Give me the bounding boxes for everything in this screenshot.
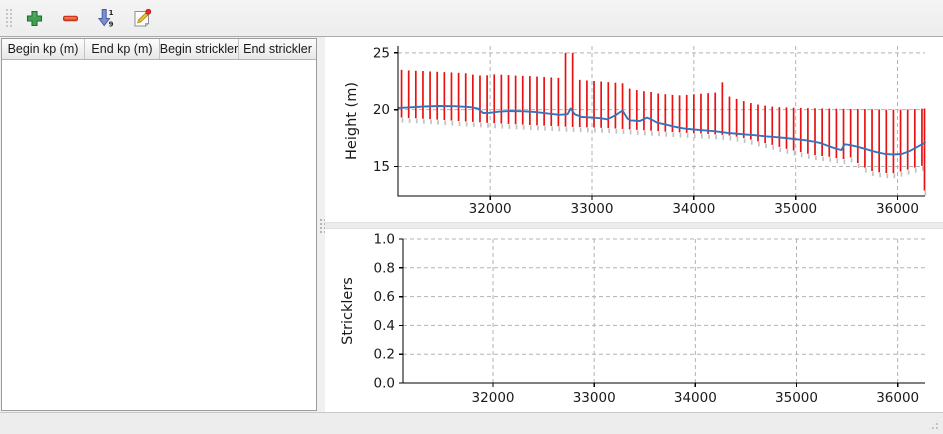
svg-text:32000: 32000 [472,390,515,406]
svg-text:Height (m): Height (m) [344,82,360,160]
svg-text:1: 1 [109,9,114,17]
panel-splitter-handle[interactable] [318,38,325,411]
column-header-begin-strickler[interactable]: Begin strickler [160,39,239,59]
svg-text:0.0: 0.0 [374,376,395,392]
svg-text:0.8: 0.8 [374,260,395,276]
edit-button[interactable] [128,4,156,32]
column-header-begin-kp[interactable]: Begin kp (m) [2,39,85,59]
svg-text:9: 9 [109,21,114,29]
svg-text:0.6: 0.6 [374,289,395,305]
svg-text:33000: 33000 [573,390,616,406]
svg-text:25: 25 [373,45,390,61]
toolbar-drag-handle[interactable] [4,7,12,29]
friction-table: Begin kp (m) End kp (m) Begin strickler … [1,38,317,411]
chart-gap-band [325,222,943,229]
add-row-button[interactable] [20,4,48,32]
svg-text:35000: 35000 [775,390,818,406]
friction-table-body[interactable] [2,60,316,410]
height-profile-chart: 32000 33000 34000 35000 36000 15 20 25 Height (m… [344,45,927,217]
sort-numeric-icon: 1 9 [95,7,117,29]
splitter-grip-icon [319,218,325,234]
svg-text:36000: 36000 [876,201,919,217]
svg-text:36000: 36000 [876,390,919,406]
svg-text:33000: 33000 [571,201,614,217]
svg-text:35000: 35000 [774,201,817,217]
friction-table-header: Begin kp (m) End kp (m) Begin strickler … [2,39,316,60]
svg-text:32000: 32000 [469,201,512,217]
svg-text:15: 15 [373,159,390,175]
svg-text:34000: 34000 [674,390,717,406]
remove-row-button[interactable] [56,4,84,32]
svg-text:20: 20 [373,102,390,118]
sort-rows-button[interactable]: 1 9 [92,4,120,32]
svg-text:34000: 34000 [672,201,715,217]
toolbar: 1 9 [0,0,943,37]
stricklers-chart: 32000 33000 34000 35000 36000 0.0 0.2 0.4 0.6 0.8… [340,232,925,406]
plus-icon [25,9,44,28]
svg-text:Stricklers: Stricklers [340,277,356,345]
svg-text:1.0: 1.0 [374,232,395,248]
column-header-end-strickler[interactable]: End strickler [243,42,312,56]
edit-pencil-icon [131,7,153,29]
svg-text:0.4: 0.4 [374,318,395,334]
resize-grip-icon[interactable] [927,418,940,431]
status-bar [0,412,943,434]
column-header-end-kp[interactable]: End kp (m) [85,39,160,59]
svg-text:0.2: 0.2 [374,347,395,363]
minus-icon [61,9,80,28]
